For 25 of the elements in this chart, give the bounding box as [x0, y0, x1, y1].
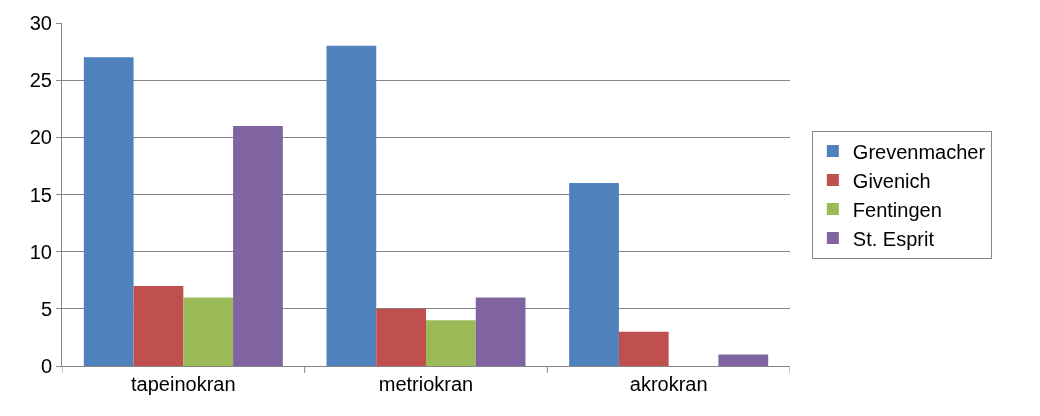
bar [475, 297, 526, 366]
bar [426, 320, 476, 366]
y-tick-label: 15 [29, 183, 52, 206]
y-tick-label: 30 [29, 12, 52, 34]
y-tick-label: 20 [29, 126, 52, 149]
y-tick-label: 25 [29, 69, 52, 92]
legend-label: Fentingen [852, 198, 942, 221]
x-tick-label: akrokran [629, 373, 708, 395]
legend-label: Givenich [852, 169, 931, 192]
bar [183, 297, 234, 366]
bar [233, 125, 283, 366]
x-tick-label: tapeinokran [131, 373, 236, 395]
bar [133, 285, 184, 366]
bar [326, 45, 377, 366]
bar [376, 308, 426, 366]
bar [618, 331, 669, 366]
bar [569, 183, 619, 366]
y-tick-label: 5 [40, 297, 52, 320]
legend-label: Grevenmacher [852, 140, 986, 163]
x-tick-label: metriokran [378, 373, 474, 395]
bar [83, 57, 134, 366]
bar [718, 354, 769, 366]
legend-label: St. Esprit [852, 227, 935, 250]
y-tick-label: 0 [40, 355, 52, 377]
y-tick-label: 10 [29, 240, 52, 263]
